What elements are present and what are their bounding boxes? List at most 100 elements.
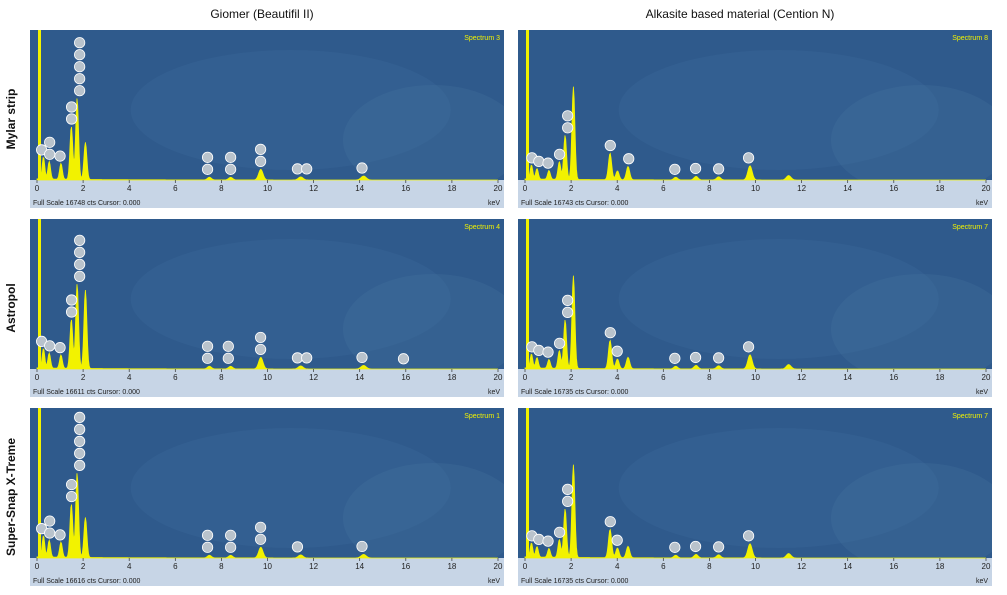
element-label-marker bbox=[533, 155, 545, 167]
x-tick-label: 12 bbox=[309, 562, 318, 571]
full-scale-footer: Full Scale 16616 cts Cursor: 0.000 bbox=[33, 578, 140, 585]
element-label-marker bbox=[542, 157, 554, 169]
x-tick-label: 0 bbox=[523, 184, 528, 193]
x-tick-label: 20 bbox=[494, 562, 503, 571]
element-label-marker bbox=[254, 343, 267, 356]
x-tick-label: 2 bbox=[569, 373, 574, 382]
x-tick-label: 20 bbox=[982, 562, 991, 571]
element-label-marker bbox=[65, 101, 78, 113]
x-tick-label: 2 bbox=[569, 562, 574, 571]
x-tick-label: 16 bbox=[401, 373, 410, 382]
element-label-marker bbox=[225, 163, 237, 175]
element-label-marker bbox=[542, 535, 554, 547]
element-label-marker bbox=[74, 411, 86, 423]
spectrum-panel: 0 2 4 6 8 10 12 14 16 18 20 keV Full Scale 16748 cts… bbox=[30, 30, 504, 208]
x-tick-label: 4 bbox=[615, 562, 620, 571]
spectrum-panel: 0 2 4 6 8 10 12 14 16 18 20 keV Full Scale 16743 cts… bbox=[518, 30, 992, 208]
x-tick-label: 12 bbox=[797, 184, 806, 193]
x-tick-label: 8 bbox=[219, 184, 224, 193]
x-tick-label: 8 bbox=[219, 373, 224, 382]
element-label-marker bbox=[44, 515, 56, 527]
element-label-marker bbox=[201, 541, 214, 553]
element-label-marker bbox=[669, 352, 681, 364]
x-tick-label: 12 bbox=[797, 562, 806, 571]
x-tick-label: 16 bbox=[889, 184, 898, 193]
x-tick-label: 18 bbox=[447, 184, 456, 193]
plot-background bbox=[30, 219, 504, 397]
element-label-marker bbox=[562, 483, 574, 495]
element-label-marker bbox=[65, 113, 78, 125]
element-label-marker bbox=[713, 352, 725, 364]
element-label-marker bbox=[553, 148, 566, 160]
full-scale-footer: Full Scale 16748 cts Cursor: 0.000 bbox=[33, 200, 140, 207]
plot-background bbox=[518, 408, 992, 586]
element-label-marker bbox=[623, 153, 635, 165]
x-tick-label: 10 bbox=[751, 562, 760, 571]
x-tick-label: 20 bbox=[494, 184, 503, 193]
x-tick-label: 12 bbox=[309, 373, 318, 382]
x-tick-label: 6 bbox=[173, 562, 178, 571]
background-texture bbox=[618, 50, 939, 170]
axis-bar bbox=[30, 369, 504, 397]
spectrum-series bbox=[524, 464, 986, 559]
x-axis-label: keV bbox=[488, 200, 500, 207]
x-axis-label: keV bbox=[976, 578, 988, 585]
row-label-text: Mylar strip bbox=[4, 88, 18, 150]
x-tick-label: 14 bbox=[843, 373, 852, 382]
element-label-marker bbox=[689, 540, 702, 553]
spectrum-chart: 0 2 4 6 8 10 12 14 16 18 20 keV Full Scale 16743 cts… bbox=[518, 30, 992, 208]
full-scale-footer: Full Scale 16743 cts Cursor: 0.000 bbox=[521, 200, 628, 207]
background-texture bbox=[130, 239, 451, 359]
element-label-marker bbox=[74, 61, 86, 73]
element-label-marker bbox=[254, 533, 267, 545]
x-tick-label: 6 bbox=[661, 184, 666, 193]
x-tick-label: 6 bbox=[661, 562, 666, 571]
element-label-marker bbox=[742, 152, 755, 164]
background-texture bbox=[830, 85, 992, 195]
element-label-marker bbox=[669, 163, 681, 175]
element-label-marker bbox=[44, 136, 56, 148]
x-tick-label: 4 bbox=[615, 373, 620, 382]
row-label-astropol: Astropol bbox=[2, 219, 20, 397]
element-label-marker bbox=[222, 340, 234, 352]
axis-bar bbox=[30, 180, 504, 208]
axis-bar bbox=[30, 558, 504, 586]
zero-peak bbox=[526, 30, 529, 180]
spectrum-series bbox=[36, 473, 498, 559]
spectrum-label: Spectrum 7 bbox=[952, 413, 988, 420]
element-label-marker bbox=[225, 541, 237, 553]
x-tick-label: 0 bbox=[523, 373, 528, 382]
full-scale-footer: Full Scale 16735 cts Cursor: 0.000 bbox=[521, 389, 628, 396]
element-label-marker bbox=[254, 143, 267, 155]
spectrum-series bbox=[524, 86, 986, 181]
spectrum-label: Spectrum 1 bbox=[464, 413, 500, 420]
x-tick-label: 14 bbox=[355, 184, 364, 193]
element-label-marker bbox=[533, 533, 545, 545]
background-texture bbox=[130, 50, 451, 170]
spectrum-panel: 0 2 4 6 8 10 12 14 16 18 20 keV Full Scale 16611 cts… bbox=[30, 219, 504, 397]
x-tick-label: 14 bbox=[355, 562, 364, 571]
spectrum-panel: 0 2 4 6 8 10 12 14 16 18 20 keV Full Scale 16735 cts… bbox=[518, 408, 992, 586]
element-label-marker bbox=[65, 294, 78, 306]
x-tick-label: 0 bbox=[35, 373, 40, 382]
element-label-marker bbox=[562, 495, 574, 507]
element-label-marker bbox=[74, 435, 86, 447]
element-label-marker bbox=[689, 351, 702, 364]
zero-peak bbox=[38, 408, 41, 558]
axis-bar bbox=[518, 558, 992, 586]
element-label-marker bbox=[201, 151, 214, 163]
x-tick-label: 0 bbox=[35, 562, 40, 571]
element-label-marker bbox=[74, 459, 86, 471]
element-label-marker bbox=[201, 163, 214, 175]
spectrum-chart: 0 2 4 6 8 10 12 14 16 18 20 keV Full Scale 16611 cts… bbox=[30, 219, 504, 397]
x-tick-label: 6 bbox=[173, 373, 178, 382]
element-label-marker bbox=[222, 352, 234, 364]
x-tick-label: 18 bbox=[447, 373, 456, 382]
x-tick-label: 10 bbox=[263, 562, 272, 571]
element-label-marker bbox=[74, 73, 86, 85]
spectrum-label: Spectrum 3 bbox=[464, 35, 500, 42]
element-label-marker bbox=[397, 353, 410, 365]
element-label-marker bbox=[65, 478, 78, 491]
x-tick-label: 10 bbox=[751, 184, 760, 193]
element-label-marker bbox=[44, 527, 56, 539]
